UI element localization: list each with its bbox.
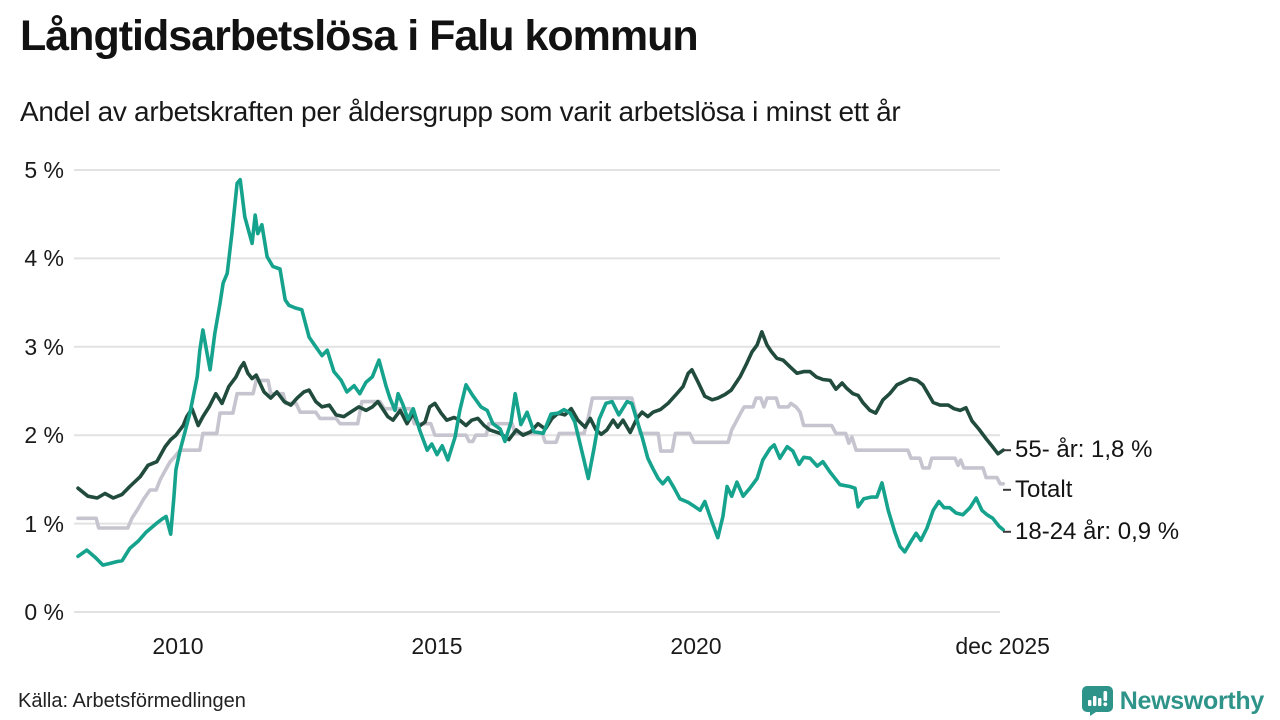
x-tick-label-2020: 2020 xyxy=(670,633,722,659)
x-tick-label-2015: 2015 xyxy=(411,633,463,659)
y-tick-label-1: 1 % xyxy=(24,510,64,537)
y-tick-label-4: 4 % xyxy=(24,245,64,272)
series-line-55-år xyxy=(76,329,1006,500)
page-title: Långtidsarbetslösa i Falu kommun xyxy=(20,12,699,60)
y-tick-label-2: 2 % xyxy=(24,422,64,449)
speech-bubble-shape xyxy=(1081,686,1113,716)
series-end-label-18-24-år: 18-24 år: 0,9 % xyxy=(1015,517,1180,545)
x-tick-label-2010: 2010 xyxy=(152,633,204,659)
series-end-label-totalt: Totalt xyxy=(1015,475,1073,503)
chart-subtitle: Andel av arbetskraften per åldersgrupp s… xyxy=(20,96,901,127)
bar-chart-speech-bubble-icon xyxy=(1081,686,1113,716)
series-end-label-55-år: 55- år: 1,8 % xyxy=(1015,436,1153,464)
y-tick-label-0: 0 % xyxy=(24,599,64,625)
x-tick-label-dec-2025: dec 2025 xyxy=(955,633,1050,659)
series-line-18-24-år xyxy=(76,177,1006,567)
newsworthy-logo: Newsworthy xyxy=(1081,686,1265,716)
y-tick-label-3: 3 % xyxy=(24,333,64,360)
source-note: Källa: Arbetsförmedlingen xyxy=(18,690,246,712)
series-line-totalt xyxy=(76,378,1006,530)
brand-wordmark: Newsworthy xyxy=(1119,686,1265,715)
y-tick-label-5: 5 % xyxy=(24,157,64,183)
